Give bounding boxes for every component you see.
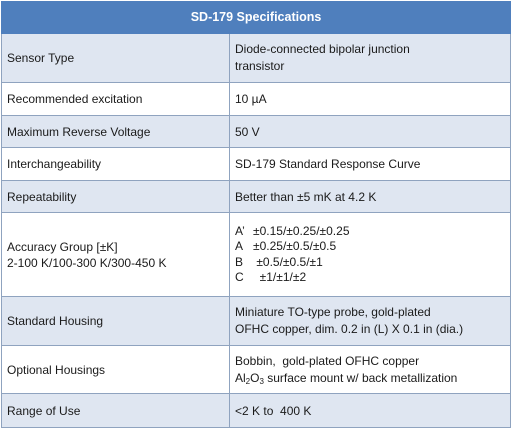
formula-subscript: 3 <box>259 376 264 386</box>
row-label: Optional Housings <box>1 344 230 395</box>
accuracy-group-value: ±0.5/±0.5/±1 <box>253 254 323 269</box>
row-label: Accuracy Group [±K] 2-100 K/100-300 K/30… <box>1 212 230 297</box>
value-line: Al2O3 surface mount w/ back metallizatio… <box>235 370 510 387</box>
row-value: Diode-connected bipolar junction transis… <box>228 32 511 84</box>
row-label: Repeatability <box>1 179 230 214</box>
row-reverse-voltage: Maximum Reverse Voltage 50 V <box>1 114 511 149</box>
value-line: Diode-connected bipolar junction <box>235 41 410 56</box>
row-value: Bobbin, gold-plated OFHC copper Al2O3 su… <box>228 344 511 395</box>
accuracy-group: A’ ±0.15/±0.25/±0.25 <box>235 224 510 240</box>
value-line: Miniature TO-type probe, gold-plated <box>235 304 431 319</box>
accuracy-group-value: ±1/±1/±2 <box>253 270 307 285</box>
row-label: Standard Housing <box>1 295 230 346</box>
accuracy-group-letter: A’ <box>235 223 245 238</box>
row-value: <2 K to 400 K <box>228 393 511 428</box>
value-line: transistor <box>235 58 285 73</box>
table-title: SD-179 Specifications <box>0 1 511 34</box>
row-label: Interchangeability <box>1 147 230 181</box>
accuracy-group: B ±0.5/±0.5/±1 <box>235 255 510 271</box>
row-label: Recommended excitation <box>1 82 230 116</box>
row-label: Maximum Reverse Voltage <box>1 114 230 149</box>
row-value: 50 V <box>228 114 511 149</box>
value-line: OFHC copper, dim. 0.2 in (L) X 0.1 in (d… <box>235 321 464 336</box>
row-standard-housing: Standard Housing Miniature TO-type probe… <box>1 295 511 346</box>
row-value: Better than ±5 mK at 4.2 K <box>228 179 511 214</box>
row-repeatability: Repeatability Better than ±5 mK at 4.2 K <box>1 179 511 214</box>
formula-part: surface mount w/ back metallization <box>263 370 458 385</box>
row-label: Sensor Type <box>1 32 230 84</box>
formula-part: O <box>250 370 260 385</box>
value-line: Bobbin, gold-plated OFHC copper <box>235 353 420 368</box>
accuracy-group: A ±0.25/±0.5/±0.5 <box>235 239 510 255</box>
row-label: Range of Use <box>1 393 230 428</box>
row-optional-housings: Optional Housings Bobbin, gold-plated OF… <box>1 344 511 395</box>
formula-part: Al <box>235 370 246 385</box>
accuracy-group-letter: A <box>235 239 244 254</box>
row-range-of-use: Range of Use <2 K to 400 K <box>1 393 511 428</box>
row-value: Miniature TO-type probe, gold-plated OFH… <box>228 295 511 346</box>
formula-subscript: 2 <box>245 376 251 386</box>
accuracy-group: C ±1/±1/±2 <box>235 270 510 286</box>
row-excitation: Recommended excitation 10 µA <box>1 82 511 116</box>
accuracy-group-value: ±0.25/±0.5/±0.5 <box>253 239 337 254</box>
accuracy-group-letter: B <box>235 254 244 269</box>
label-line: Accuracy Group [±K] <box>7 239 118 254</box>
accuracy-group-letter: C <box>235 270 244 285</box>
title-row: SD-179 Specifications <box>0 1 511 34</box>
row-accuracy: Accuracy Group [±K] 2-100 K/100-300 K/30… <box>1 212 511 297</box>
row-value: 10 µA <box>228 82 511 116</box>
accuracy-group-value: ±0.15/±0.25/±0.25 <box>253 223 350 238</box>
row-value: A’ ±0.15/±0.25/±0.25 A ±0.25/±0.5/±0.5 B… <box>228 212 511 297</box>
row-sensor-type: Sensor Type Diode-connected bipolar junc… <box>1 32 511 84</box>
row-interchangeability: Interchangeability SD-179 Standard Respo… <box>1 147 511 181</box>
row-value: SD-179 Standard Response Curve <box>228 147 511 181</box>
label-line: 2-100 K/100-300 K/300-450 K <box>7 255 167 270</box>
